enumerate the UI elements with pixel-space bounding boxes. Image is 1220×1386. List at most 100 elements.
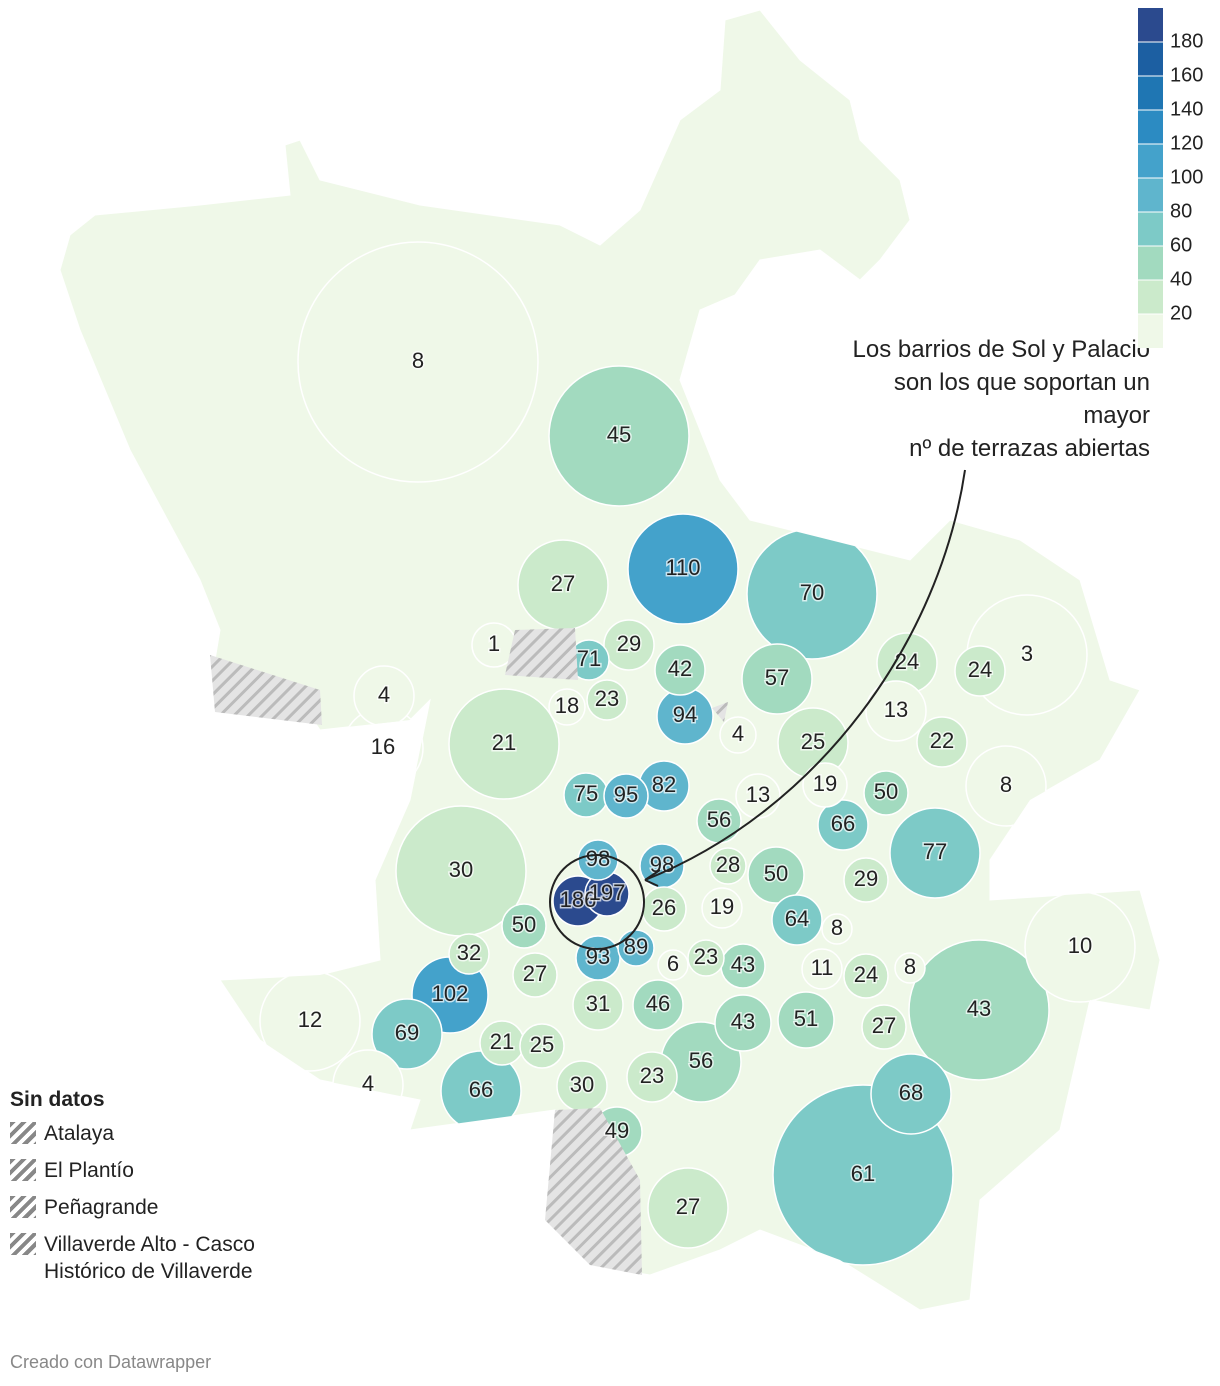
- region-label: 24: [968, 657, 992, 682]
- region-label: 4: [378, 682, 390, 707]
- region-label: 18: [555, 693, 579, 718]
- region: [908, 939, 1050, 1081]
- region: [297, 241, 539, 483]
- region: [894, 952, 926, 984]
- region: [821, 913, 853, 945]
- region: [870, 1053, 952, 1135]
- region-label: 8: [1000, 772, 1012, 797]
- legend-tick-label: 140: [1170, 98, 1203, 120]
- no-data-areas: [210, 628, 728, 1275]
- region-label: 71: [577, 646, 601, 671]
- region: [719, 716, 757, 754]
- region: [657, 949, 689, 981]
- region-label: 27: [551, 571, 575, 596]
- region-label: 30: [449, 857, 473, 882]
- legend-swatch: [1138, 144, 1163, 178]
- region-label: 27: [872, 1013, 896, 1038]
- region-label: 56: [689, 1048, 713, 1073]
- region-label: 8: [831, 915, 843, 940]
- region-label: 50: [512, 912, 536, 937]
- no-data-label: Peñagrande: [44, 1196, 159, 1219]
- hatch-swatch: [10, 1233, 36, 1255]
- footer: Creado con Datawrapper: [10, 1352, 212, 1372]
- region-label: 11: [811, 955, 834, 980]
- region-label: 4: [362, 1071, 374, 1096]
- annotation-line: mayor: [1083, 402, 1150, 429]
- region-label: 31: [586, 991, 610, 1016]
- region: [865, 680, 927, 742]
- region-label: 27: [676, 1194, 700, 1219]
- no-data-item: Villaverde Alto - Casco Histórico de Vil…: [10, 1231, 300, 1285]
- annotation: Los barrios de Sol y Palacio son los que …: [853, 336, 1151, 462]
- no-data-area: [505, 628, 578, 680]
- region-label: 12: [298, 1007, 322, 1032]
- region: [714, 994, 772, 1052]
- region: [965, 745, 1047, 827]
- region-label: 49: [605, 1118, 629, 1143]
- region: [647, 1167, 729, 1249]
- region-label: 110: [665, 555, 700, 580]
- region-label: 26: [652, 895, 676, 920]
- region: [519, 1023, 565, 1069]
- region: [371, 998, 443, 1070]
- region-label: 24: [895, 649, 919, 674]
- region: [802, 762, 848, 808]
- no-data-label: El Plantío: [44, 1159, 134, 1182]
- region-label: 42: [668, 656, 692, 681]
- region-label: 10: [1068, 933, 1092, 958]
- region-label: 22: [930, 728, 954, 753]
- region-label: 45: [607, 422, 631, 447]
- no-data-item: Peñagrande: [10, 1194, 300, 1221]
- no-data-legend: Sin datos Atalaya El Plantío Peñagrande Vil…: [10, 1088, 300, 1295]
- no-data-item: El Plantío: [10, 1157, 300, 1184]
- no-data-area: [545, 1108, 642, 1275]
- hatch-swatch: [10, 1196, 36, 1218]
- region-label: 98: [586, 846, 610, 871]
- arrow-head: [644, 869, 661, 887]
- region-label: 43: [967, 996, 991, 1021]
- region: [626, 1051, 678, 1103]
- region-label: 197: [589, 880, 626, 905]
- region-label: 32: [457, 940, 481, 965]
- region-label: 19: [710, 894, 734, 919]
- annotation-arrow: [644, 469, 966, 881]
- region: [801, 948, 843, 990]
- region: [632, 979, 684, 1031]
- legend-tick-label: 100: [1170, 166, 1203, 188]
- region-label: 69: [395, 1020, 419, 1045]
- no-data-item: Atalaya: [10, 1120, 300, 1147]
- region: [863, 770, 909, 816]
- region-label: 43: [731, 952, 755, 977]
- legend-tick-label: 40: [1170, 268, 1192, 290]
- region: [817, 799, 869, 851]
- region: [501, 903, 547, 949]
- region-label: 70: [800, 580, 824, 605]
- region-label: 66: [831, 811, 855, 836]
- legend-swatch: [1138, 212, 1163, 246]
- region-label: 21: [492, 730, 516, 755]
- region-label: 8: [412, 348, 424, 373]
- region: [741, 643, 813, 715]
- region: [586, 679, 628, 721]
- region-label: 21: [490, 1029, 514, 1054]
- legend-swatch: [1138, 178, 1163, 212]
- legend-swatch: [1138, 42, 1163, 76]
- region-label: 29: [854, 866, 878, 891]
- region-label: 8: [904, 954, 916, 979]
- region-label: 25: [530, 1032, 554, 1057]
- region: [548, 688, 586, 726]
- region: [777, 991, 835, 1049]
- legend-swatch: [1138, 110, 1163, 144]
- region-label: 94: [673, 702, 697, 727]
- region: [843, 857, 889, 903]
- region: [916, 716, 968, 768]
- region: [603, 619, 655, 671]
- region-label: 64: [785, 906, 809, 931]
- region-label: 24: [854, 962, 878, 987]
- no-data-label: Villaverde Alto - Casco Histórico de Vil…: [44, 1233, 255, 1283]
- hatch-swatch: [10, 1122, 36, 1144]
- region-label: 6: [667, 951, 679, 976]
